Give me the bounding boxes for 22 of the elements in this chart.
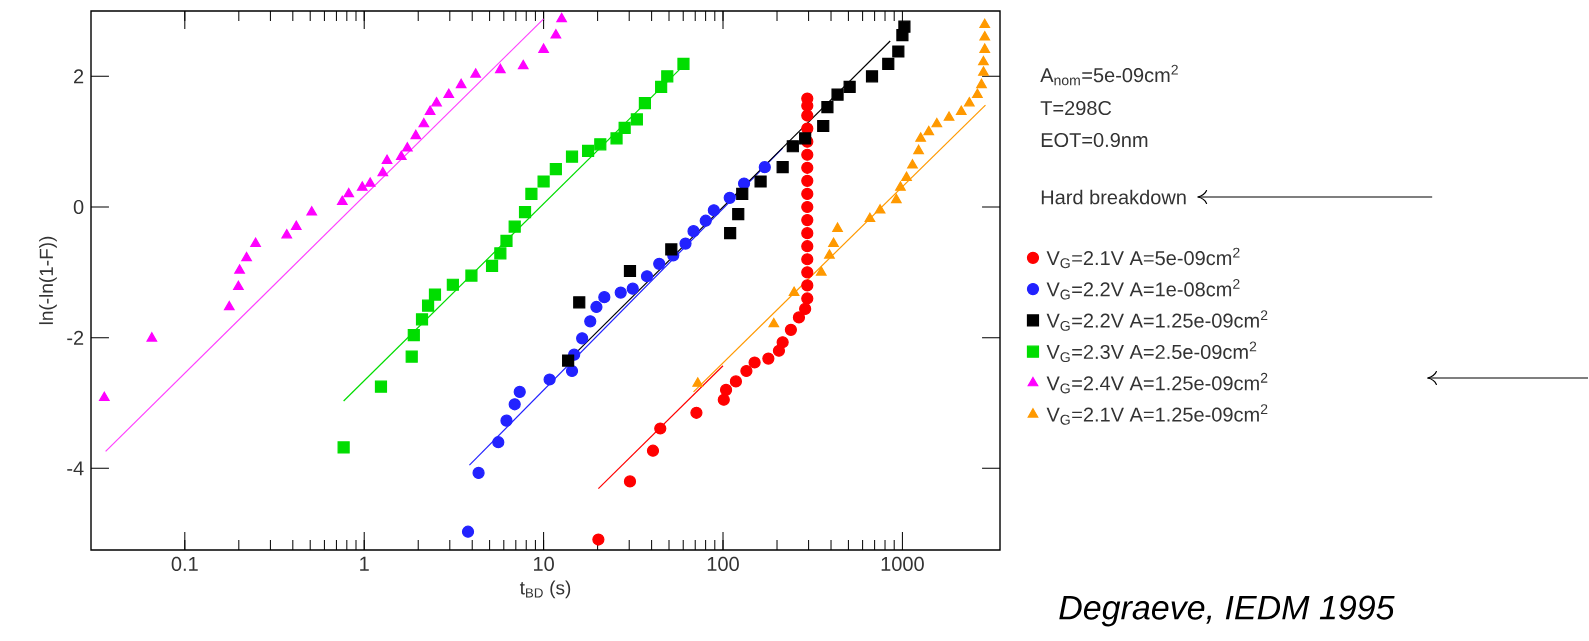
text: Hard breakdown <box>1041 189 1186 205</box>
y-tick-label: -4 <box>67 461 84 476</box>
text: EOT=0.9nm <box>1041 132 1148 148</box>
y-tick-label: 2 <box>74 69 84 84</box>
legend-label: V$_{G}$=2.1V A=1.25e-09cm$^{2}$ <box>1046 404 1268 425</box>
x-tick-label: 0.1 <box>171 556 198 572</box>
x-axis-title: t$_{BD}$ (s) <box>519 580 571 599</box>
x-tick-label: 10 <box>534 556 554 572</box>
legend-label: V$_{G}$=2.3V A=2.5e-09cm$^{2}$ <box>1046 341 1257 363</box>
legend-label: V$_{G}$=2.2V A=1.25e-09cm$^{2}$ <box>1046 310 1268 331</box>
y-axis-title: ln(-ln(1-F)) <box>39 236 57 325</box>
text: A$_{nom}$=5e-09cm$^{2}$ <box>1040 64 1178 86</box>
x-tick-label: 1 <box>360 556 369 571</box>
y-tick-label: -2 <box>67 330 84 345</box>
legend-label: V$_{G}$=2.4V A=1.25e-09cm$^{2}$ <box>1046 372 1268 394</box>
x-tick-label: 100 <box>707 556 739 572</box>
legend-label: V$_{G}$=2.2V A=1e-08cm$^{2}$ <box>1046 278 1240 300</box>
text: T=298C <box>1040 100 1112 116</box>
y-tick-label: 0 <box>73 199 84 215</box>
x-tick-label: 1000 <box>881 556 924 572</box>
text: Degraeve, IEDM 1995 <box>1059 595 1395 627</box>
legend-label: V$_{G}$=2.1V A=5e-09cm$^{2}$ <box>1046 247 1240 269</box>
